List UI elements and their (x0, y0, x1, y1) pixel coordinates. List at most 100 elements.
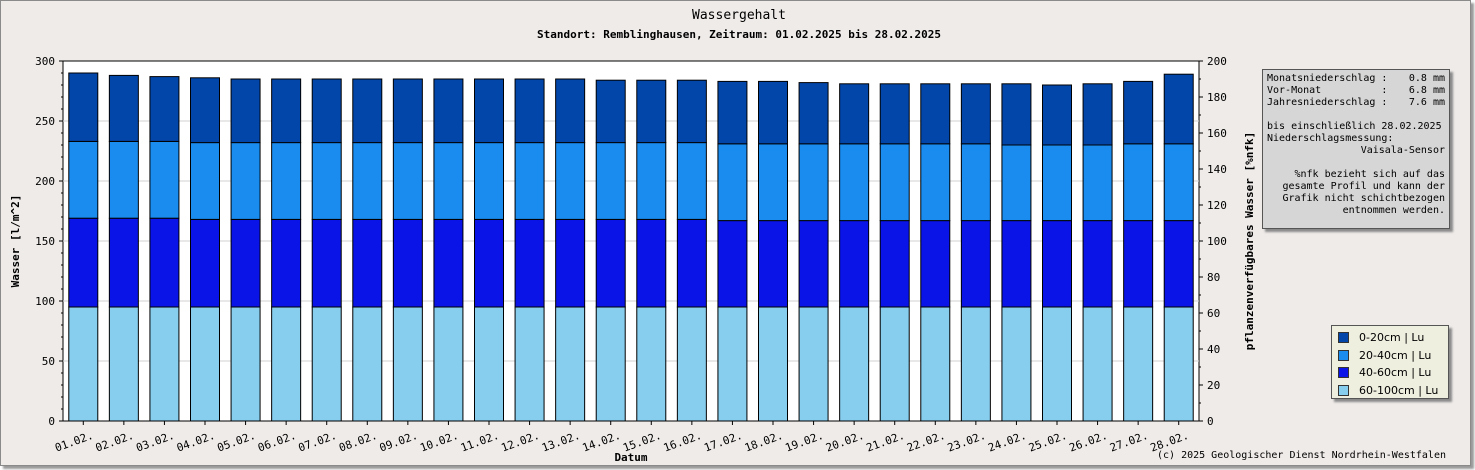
x-tick-label: 24.02. (986, 429, 1028, 455)
x-tick-label: 03.02. (134, 429, 176, 455)
bar-segment-1 (1123, 306, 1154, 422)
x-tick-label: 06.02. (256, 429, 298, 455)
y-axis-ticks: 0 50 100 150 200 250 300 (35, 55, 63, 428)
bar-segment-2 (271, 218, 302, 308)
bar-segment-3 (1163, 143, 1194, 222)
x-tick-label: 01.02. (53, 429, 95, 455)
chart-title: Wassergehalt (692, 8, 786, 23)
bar-segment-2 (555, 218, 586, 308)
bar-segment-2 (717, 220, 748, 308)
bar-segment-4 (676, 79, 707, 144)
bar-segment-3 (1082, 144, 1113, 222)
precipitation-info-box: Monatsniederschlag : 0.8 mm Vor-Monat : 6.… (1262, 69, 1450, 229)
vormonat-value: 6.8 mm (1408, 85, 1445, 96)
bar-segment-4 (636, 79, 667, 144)
bar-segment-2 (879, 220, 910, 308)
bar-segment-1 (555, 306, 586, 422)
x-tick-label: 25.02. (1027, 429, 1069, 455)
bar-segment-2 (920, 220, 951, 308)
x-tick-label: 07.02. (297, 429, 339, 455)
bar-segment-3 (920, 143, 951, 222)
bar-segment-3 (474, 142, 504, 220)
y2-tick-label: 120 (1207, 199, 1227, 212)
bar-segment-3 (960, 143, 991, 222)
x-axis-ticks: 01.02.02.02.03.02.04.02.05.02.06.02.07.0… (53, 421, 1190, 455)
bar-segment-4 (190, 77, 220, 144)
bar-segment-4 (798, 82, 829, 145)
bar-segment-1 (636, 306, 667, 422)
bar-segment-3 (676, 142, 707, 220)
x-tick-label: 08.02. (337, 429, 379, 455)
bar-segment-4 (839, 83, 870, 145)
info-note-line-4: entnommen werden. (1342, 205, 1445, 216)
bar-segment-1 (676, 306, 707, 422)
bar-segment-3 (190, 142, 220, 220)
info-note-line-3: Grafik nicht schichtbezogen (1282, 193, 1445, 204)
legend-swatch (1338, 384, 1349, 396)
x-tick-label: 20.02. (824, 429, 866, 455)
bar-segment-4 (758, 80, 788, 145)
bar-segment-1 (149, 306, 180, 422)
bar-segment-1 (1163, 306, 1194, 422)
y-tick-label: 150 (35, 235, 55, 248)
bar-segment-1 (271, 306, 302, 422)
bar-segment-3 (879, 143, 910, 222)
chart-subtitle: Standort: Remblinghausen, Zeitraum: 01.0… (537, 28, 941, 41)
bar-segment-4 (1042, 84, 1072, 146)
y2-tick-label: 60 (1207, 307, 1220, 320)
bar-segment-1 (433, 306, 464, 422)
bar-segment-2 (1163, 220, 1194, 308)
x-tick-label: 26.02. (1067, 429, 1109, 455)
bar-segment-1 (230, 306, 261, 422)
bar-segment-1 (311, 306, 342, 422)
bar-segment-2 (311, 218, 342, 308)
bar-segment-3 (636, 142, 667, 220)
legend-label: 40-60cm | Lu (1359, 366, 1432, 380)
bar-segment-4 (271, 78, 302, 144)
bar-segment-2 (149, 217, 180, 308)
bar-segment-4 (1163, 73, 1194, 145)
info-bis-line: bis einschließlich 28.02.2025 (1267, 121, 1442, 132)
y-tick-label: 250 (35, 115, 55, 128)
legend-label: 20-40cm | Lu (1359, 348, 1432, 362)
bar-segment-1 (879, 306, 910, 422)
x-tick-label: 05.02. (215, 429, 257, 455)
bar-segment-4 (474, 78, 504, 144)
bar-segment-3 (758, 143, 788, 222)
bar-segment-3 (149, 140, 180, 219)
bar-segment-4 (960, 83, 991, 145)
info-note: %nfk bezieht sich auf das gesamte Profil… (1267, 169, 1445, 217)
x-tick-label: 22.02. (905, 429, 947, 455)
bar-segment-2 (676, 218, 707, 308)
info-measurement-line: Niederschlagsmessung: (1267, 133, 1394, 144)
chart-legend: 0-20cm | Lu 20-40cm | Lu 40-60cm | Lu 60-10… (1331, 325, 1449, 399)
y2-axis-title: pflanzenverfügbares Wasser [%nfk] (1243, 132, 1256, 351)
bar-segment-2 (1042, 220, 1072, 308)
bar-segment-2 (514, 218, 545, 308)
x-tick-label: 21.02. (865, 429, 907, 455)
jahres-label: Jahresniederschlag : (1267, 97, 1388, 108)
x-axis-title: Datum (614, 451, 647, 464)
bar-segment-1 (352, 306, 383, 422)
bar-segment-2 (758, 220, 788, 308)
x-tick-label: 18.02. (743, 429, 785, 455)
bar-segment-3 (798, 143, 829, 222)
bar-segment-1 (474, 306, 504, 422)
bar-segment-4 (555, 78, 586, 144)
bar-segment-2 (798, 220, 829, 308)
bar-segment-4 (920, 83, 951, 145)
x-tick-label: 19.02. (783, 429, 825, 455)
bar-segment-4 (68, 72, 99, 142)
bar-segment-3 (717, 143, 748, 222)
bar-segment-3 (595, 142, 626, 220)
bar-segment-3 (433, 142, 464, 220)
bar-segment-1 (392, 306, 423, 422)
bar-segment-2 (190, 218, 220, 308)
bar-segment-1 (1001, 306, 1032, 422)
jahres-value: 7.6 mm (1408, 97, 1445, 108)
y2-axis-ticks: 0 20 40 60 80 100 120 140 160 180 200 (1199, 55, 1227, 428)
info-note-line-2: gesamte Profil und kann der (1282, 181, 1445, 192)
bar-segment-2 (1001, 220, 1032, 308)
bar-segment-2 (1082, 220, 1113, 308)
bar-segment-1 (839, 306, 870, 422)
